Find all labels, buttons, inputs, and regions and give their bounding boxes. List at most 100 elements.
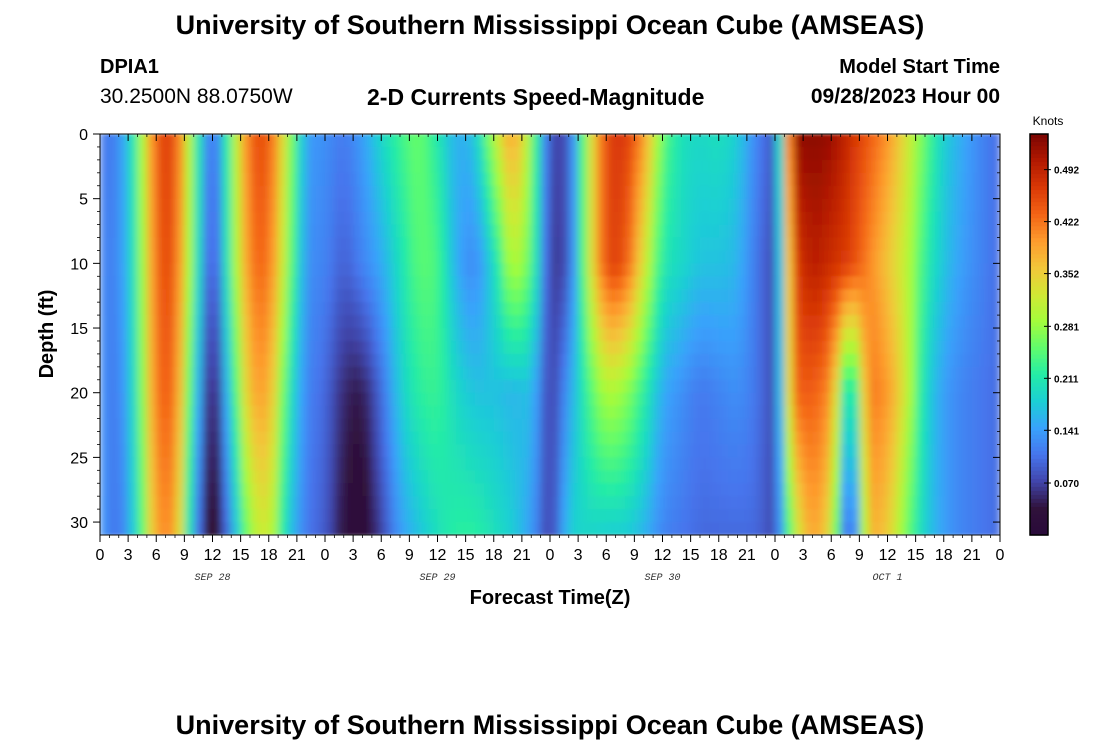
- y-tick-label: 15: [70, 321, 88, 338]
- heatmap-cell: [109, 185, 120, 200]
- heatmap-cell: [934, 263, 945, 277]
- heatmap-cell: [390, 392, 401, 407]
- heatmap-cell: [268, 159, 279, 174]
- heatmap-cell: [428, 159, 439, 174]
- heatmap-cell: [343, 431, 354, 446]
- heatmap-cell: [671, 340, 682, 355]
- heatmap-cell: [325, 211, 335, 226]
- heatmap-cell: [353, 405, 364, 420]
- heatmap-cell: [259, 250, 270, 264]
- heatmap-cell: [493, 263, 504, 277]
- heatmap-cell: [118, 353, 129, 368]
- heatmap-cell: [175, 418, 185, 433]
- heatmap-cell: [953, 483, 964, 497]
- heatmap-cell: [915, 418, 926, 433]
- heatmap-cell: [765, 405, 776, 420]
- heatmap-cell: [287, 224, 298, 239]
- heatmap-cell: [512, 496, 523, 510]
- heatmap-cell: [775, 172, 785, 187]
- colorbar-swatch: [1030, 510, 1048, 516]
- heatmap-cell: [634, 496, 645, 510]
- heatmap-cell: [456, 405, 467, 420]
- heatmap-cell: [981, 198, 992, 213]
- heatmap-cell: [765, 353, 776, 368]
- heatmap-cell: [596, 353, 607, 368]
- heatmap-cell: [428, 224, 439, 239]
- heatmap-cell: [315, 134, 326, 148]
- heatmap-cell: [728, 250, 739, 264]
- heatmap-cell: [475, 250, 485, 264]
- heatmap-cell: [137, 522, 148, 535]
- heatmap-cell: [100, 134, 110, 148]
- heatmap-cell: [193, 483, 204, 497]
- heatmap-cell: [850, 470, 860, 484]
- heatmap-cell: [765, 146, 776, 161]
- heatmap-cell: [831, 276, 842, 290]
- heatmap-cell: [775, 366, 785, 381]
- heatmap-cell: [700, 418, 710, 433]
- heatmap-cell: [700, 509, 710, 523]
- heatmap-cell: [381, 302, 392, 316]
- heatmap-cell: [831, 237, 842, 252]
- heatmap-cell: [165, 159, 176, 174]
- colorbar-swatch: [1030, 282, 1048, 287]
- heatmap-cell: [212, 379, 223, 394]
- heatmap-cell: [578, 250, 589, 264]
- heatmap-cell: [643, 211, 654, 226]
- heatmap-cell: [615, 392, 626, 407]
- heatmap-cell: [109, 237, 120, 252]
- heatmap-cell: [596, 211, 607, 226]
- heatmap-cell: [793, 159, 804, 174]
- heatmap-cell: [240, 315, 251, 329]
- heatmap-cell: [268, 392, 279, 407]
- heatmap-cell: [662, 302, 673, 316]
- heatmap-cell: [512, 328, 523, 342]
- heatmap-cell: [418, 159, 429, 174]
- heatmap-cell: [709, 224, 720, 239]
- heatmap-cell: [128, 172, 139, 187]
- heatmap-cell: [268, 146, 279, 161]
- heatmap-cell: [540, 315, 551, 329]
- heatmap-cell: [990, 340, 1000, 355]
- heatmap-cell: [146, 224, 157, 239]
- heatmap-cell: [118, 366, 129, 381]
- heatmap-cell: [503, 172, 514, 187]
- heatmap-cell: [831, 340, 842, 355]
- heatmap-cell: [746, 224, 757, 239]
- heatmap-cell: [250, 431, 260, 446]
- heatmap-cell: [531, 340, 542, 355]
- heatmap-cell: [278, 457, 289, 471]
- heatmap-cell: [296, 224, 307, 239]
- heatmap-cell: [409, 340, 420, 355]
- heatmap-cell: [718, 353, 729, 368]
- heatmap-cell: [821, 496, 832, 510]
- heatmap-cell: [371, 224, 382, 239]
- heatmap-cell: [390, 198, 401, 213]
- heatmap-cell: [437, 289, 448, 303]
- colorbar-swatch: [1030, 338, 1048, 344]
- heatmap-cell: [859, 250, 870, 264]
- heatmap-cell: [596, 522, 607, 535]
- heatmap-cell: [850, 185, 860, 200]
- heatmap-cell: [990, 496, 1000, 510]
- heatmap-cell: [175, 366, 185, 381]
- heatmap-cell: [418, 146, 429, 161]
- heatmap-cell: [934, 457, 945, 471]
- y-axis-label: Depth (ft): [36, 290, 58, 379]
- heatmap-cell: [362, 392, 373, 407]
- heatmap-cell: [334, 302, 345, 316]
- heatmap-cell: [175, 457, 185, 471]
- heatmap-cell: [100, 302, 110, 316]
- heatmap-cell: [765, 496, 776, 510]
- heatmap-cell: [906, 250, 917, 264]
- heatmap-cell: [971, 276, 982, 290]
- heatmap-cell: [643, 418, 654, 433]
- heatmap-cell: [578, 431, 589, 446]
- heatmap-cell: [343, 237, 354, 252]
- heatmap-cell: [915, 340, 926, 355]
- heatmap-cell: [296, 340, 307, 355]
- heatmap-cell: [343, 198, 354, 213]
- x-axis-label: Forecast Time(Z): [470, 587, 631, 609]
- heatmap-cell: [840, 509, 851, 523]
- heatmap-cell: [812, 418, 823, 433]
